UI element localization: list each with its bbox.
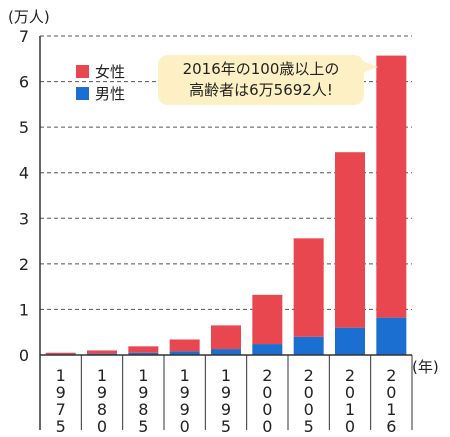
x-tick-label-2010: 1: [345, 400, 355, 419]
x-tick-label-1995: 1: [221, 366, 231, 385]
y-tick-label: 7: [19, 27, 29, 46]
bar-female-2010: [335, 152, 365, 328]
bar-female-1980: [87, 350, 117, 354]
callout-tail: [360, 60, 378, 74]
legend-swatch-female: [76, 64, 89, 78]
y-tick-label: 3: [19, 209, 29, 228]
x-tick-label-2016: 1: [386, 400, 396, 419]
y-tick-label: 0: [19, 346, 29, 365]
tick-labels: 0123456719751980198519901995200020052010…: [19, 27, 397, 436]
bar-female-1975: [45, 352, 76, 355]
legend-swatch-male: [76, 86, 89, 100]
x-tick-label-1990: 1: [180, 366, 190, 385]
x-tick-label-2000: 2: [262, 366, 272, 385]
y-tick-label: 1: [19, 300, 29, 319]
callout-line-1: 2016年の100歳以上の: [182, 60, 340, 78]
callout-line-2: 高齢者は6万5692人!: [189, 81, 333, 99]
bar-male-2016: [376, 317, 407, 355]
axes: [39, 36, 413, 430]
bar-female-1990: [169, 339, 200, 352]
y-tick-label: 2: [19, 255, 29, 274]
x-tick-label-2010: 2: [345, 366, 355, 385]
x-tick-label-1995: 9: [221, 383, 231, 402]
y-tick-label: 5: [19, 118, 29, 137]
x-tick-label-2005: 0: [304, 400, 314, 419]
x-tick-label-1975: 1: [56, 366, 66, 385]
x-tick-label-1985: 9: [138, 383, 148, 402]
bar-female-2016: [376, 55, 407, 318]
legend-item-male: 男性: [76, 82, 125, 104]
bar-male-2010: [335, 327, 365, 355]
x-tick-label-1980: 1: [97, 366, 107, 385]
bar-female-2000: [252, 294, 283, 345]
y-axis-label: (万人): [8, 8, 50, 26]
callout-annotation: 2016年の100歳以上の 高齢者は6万5692人!: [158, 55, 364, 105]
bar-male-1990: [169, 351, 200, 355]
bar-female-2005: [293, 238, 324, 337]
x-tick-label-2010: 0: [345, 417, 355, 436]
x-tick-label-1975: 7: [56, 400, 66, 419]
x-tick-label-2005: 5: [304, 417, 314, 436]
x-tick-label-1985: 1: [138, 366, 148, 385]
x-tick-label-1985: 8: [138, 400, 148, 419]
x-tick-label-1990: 0: [180, 417, 190, 436]
x-tick-label-1975: 5: [56, 417, 66, 436]
x-tick-label-2016: 2: [386, 366, 396, 385]
y-tick-label: 6: [19, 73, 29, 92]
x-tick-label-1995: 5: [221, 417, 231, 436]
x-tick-label-1980: 0: [97, 417, 107, 436]
bar-female-1985: [128, 346, 159, 353]
x-tick-label-2016: 0: [386, 383, 396, 402]
x-axis-label: (年): [412, 358, 439, 376]
x-tick-label-1990: 9: [180, 383, 190, 402]
legend: 女性 男性: [76, 60, 125, 104]
x-tick-label-2010: 0: [345, 383, 355, 402]
x-tick-label-2016: 6: [386, 417, 396, 436]
legend-label-female: 女性: [95, 62, 126, 81]
legend-item-female: 女性: [76, 60, 125, 82]
x-tick-label-2000: 0: [262, 417, 272, 436]
bar-male-1995: [211, 349, 241, 355]
x-tick-label-1980: 8: [97, 400, 107, 419]
legend-label-male: 男性: [95, 84, 126, 103]
x-tick-label-1995: 9: [221, 400, 231, 419]
x-tick-label-1985: 5: [138, 417, 148, 436]
x-tick-label-2000: 0: [262, 383, 272, 402]
bar-female-1995: [211, 325, 241, 350]
y-tick-label: 4: [19, 164, 29, 183]
bar-male-2000: [252, 344, 283, 355]
x-tick-label-2000: 0: [262, 400, 272, 419]
bars-group: [45, 55, 407, 355]
x-tick-label-1975: 9: [56, 383, 66, 402]
bar-male-1985: [128, 352, 159, 355]
x-tick-label-2005: 0: [304, 383, 314, 402]
x-tick-label-2005: 2: [304, 366, 314, 385]
x-tick-label-1980: 9: [97, 383, 107, 402]
x-tick-label-1990: 9: [180, 400, 190, 419]
bar-male-2005: [293, 336, 324, 355]
